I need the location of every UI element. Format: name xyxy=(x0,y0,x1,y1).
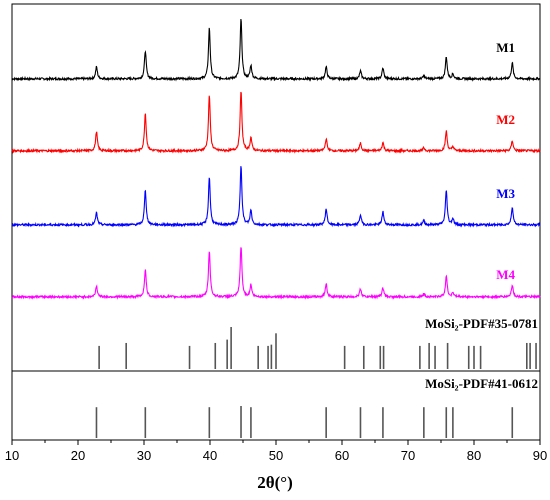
series-line-m3 xyxy=(11,166,541,228)
series-group: M1 M2 M3 M4 xyxy=(11,18,541,300)
legend-label-m4: M4 xyxy=(496,267,515,282)
series-line-m1 xyxy=(11,18,541,82)
series-line-m4 xyxy=(11,247,541,300)
x-tick-label: 30 xyxy=(137,448,151,463)
x-tick-label: 20 xyxy=(71,448,85,463)
reference-label-2: MoSi₂-PDF#41-0612 xyxy=(425,376,538,391)
x-tick-label: 90 xyxy=(533,448,547,463)
series-line-m2 xyxy=(11,91,541,154)
x-tick-label: 10 xyxy=(5,448,19,463)
x-tick-label: 50 xyxy=(269,448,283,463)
legend-label-m2: M2 xyxy=(496,112,515,127)
x-axis: 10 20 30 40 50 60 70 80 90 xyxy=(5,440,547,463)
legend-label-m3: M3 xyxy=(496,186,515,201)
x-tick-label: 60 xyxy=(335,448,349,463)
reference-group: MoSi₂-PDF#35-0781 MoSi₂-PDF#41-0612 xyxy=(12,316,540,438)
plot-frame-group xyxy=(11,3,541,441)
x-tick-label: 80 xyxy=(467,448,481,463)
x-axis-title: 2θ(°) xyxy=(257,473,293,492)
legend-label-m1: M1 xyxy=(496,40,515,55)
x-tick-label: 40 xyxy=(203,448,217,463)
x-tick-label: 70 xyxy=(401,448,415,463)
reference-label-1: MoSi₂-PDF#35-0781 xyxy=(425,316,538,331)
plot-frame xyxy=(11,3,541,441)
